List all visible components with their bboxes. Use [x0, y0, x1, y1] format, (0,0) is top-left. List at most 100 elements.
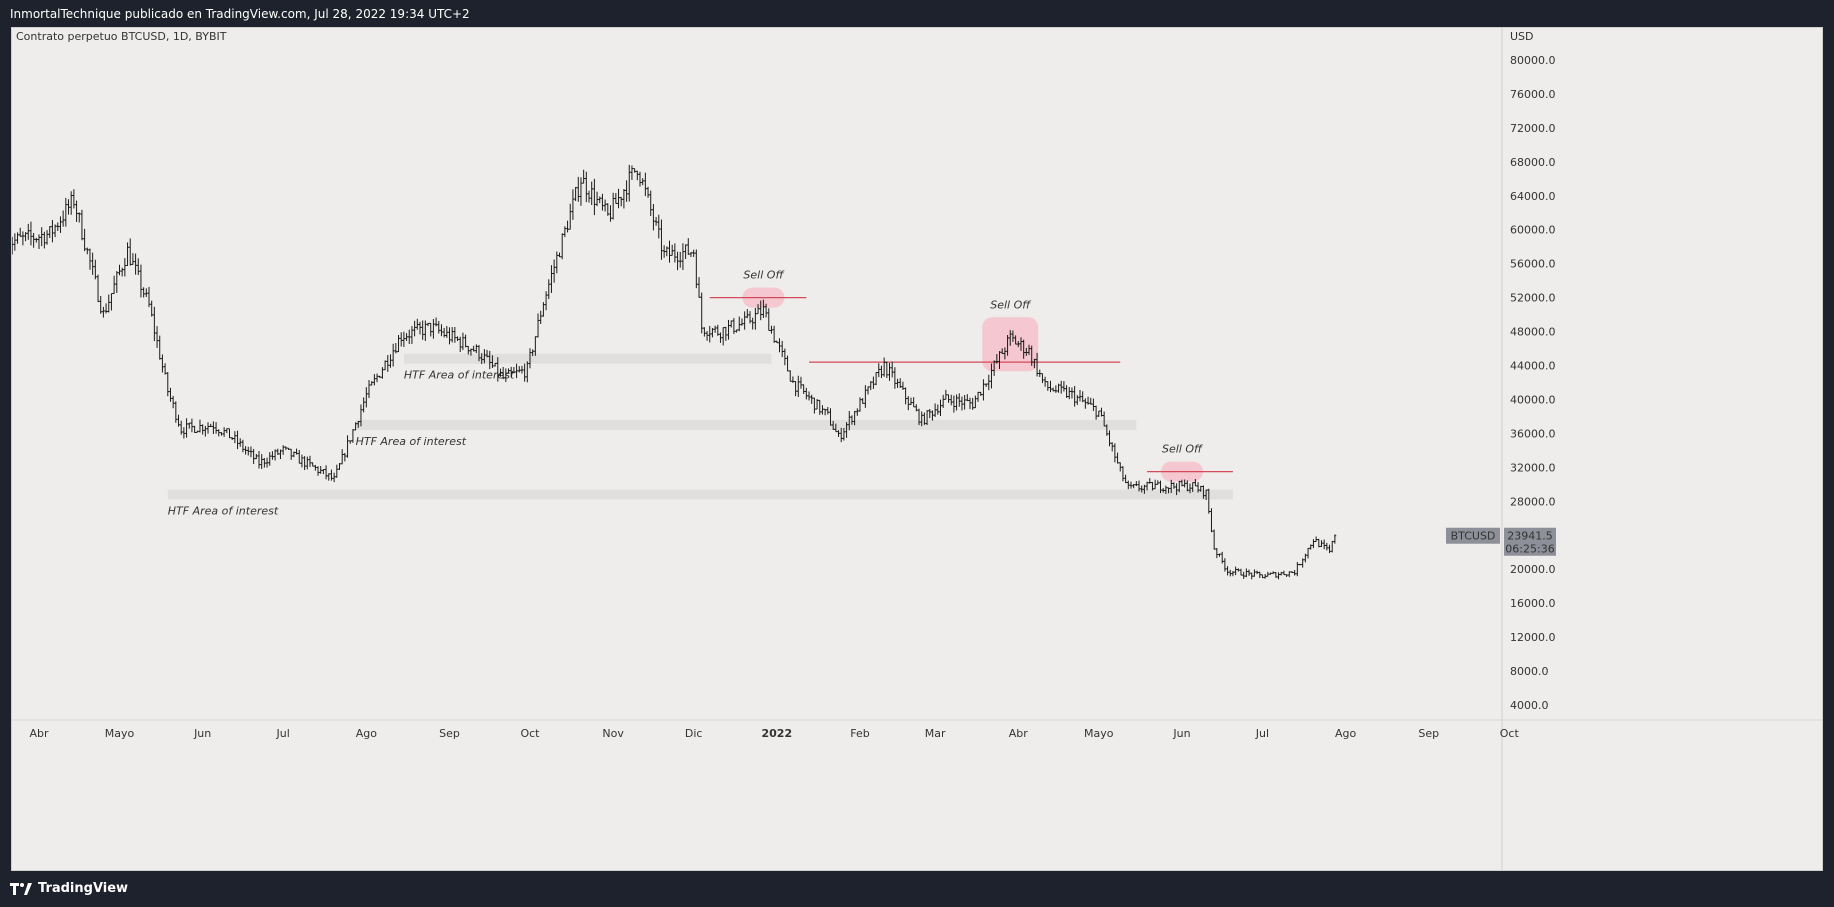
price-bar: [1236, 568, 1240, 572]
price-bar: [507, 368, 510, 374]
y-tick-label: 48000.0: [1510, 326, 1556, 339]
price-bar: [936, 404, 940, 415]
y-tick-label: 8000.0: [1510, 665, 1549, 678]
price-bar: [1046, 381, 1050, 391]
price-bar: [171, 395, 175, 409]
price-bar: [598, 196, 602, 204]
price-bar: [69, 191, 73, 215]
price-bar: [359, 404, 363, 427]
price-bar: [657, 214, 661, 239]
price-bar: [1277, 572, 1280, 580]
price-bar: [949, 394, 953, 406]
price-bar: [254, 453, 258, 460]
price-bar: [751, 317, 755, 330]
price-bar: [1054, 385, 1058, 393]
price-bar: [1196, 482, 1200, 493]
price-bar: [568, 203, 572, 230]
price-bar: [53, 224, 57, 238]
y-tick-label: 44000.0: [1510, 360, 1556, 373]
price-bar: [802, 384, 806, 394]
price-bar: [37, 234, 41, 249]
symbol-badge-text: BTCUSD: [1451, 530, 1496, 543]
price-bar: [464, 334, 467, 348]
price-bar: [1191, 482, 1195, 492]
price-bar: [941, 394, 945, 408]
price-bar: [904, 387, 908, 405]
price-bar: [42, 231, 46, 249]
price-bar: [995, 354, 999, 364]
price-bar: [839, 427, 843, 443]
last-price-text: 23941.5: [1507, 530, 1553, 543]
y-tick-label: 16000.0: [1510, 597, 1556, 610]
price-bar: [869, 381, 873, 391]
price-bar: [488, 350, 492, 370]
price-bar: [952, 395, 956, 413]
price-bar: [676, 251, 679, 271]
x-tick-label: Jun: [1172, 727, 1190, 740]
price-bar: [821, 405, 824, 415]
price-bar: [880, 365, 883, 379]
y-tick-label: 64000.0: [1510, 190, 1556, 203]
price-bar: [1269, 572, 1272, 575]
price-bar: [1110, 442, 1114, 452]
htf-zone-2: [167, 489, 1233, 500]
price-bar: [536, 313, 540, 338]
chart-panel[interactable]: Contrato perpetuo BTCUSD, 1D, BYBIT HTF A…: [11, 27, 1823, 871]
price-scale[interactable]: [1502, 28, 1822, 870]
price-bar: [448, 327, 451, 345]
price-bar: [727, 319, 730, 340]
price-bar: [238, 438, 242, 447]
price-bar: [1089, 397, 1093, 405]
price-bar: [1261, 574, 1264, 579]
price-bar: [343, 452, 347, 462]
price-bar: [134, 253, 137, 275]
price-bar: [960, 396, 964, 411]
price-bar: [1218, 553, 1221, 557]
tradingview-brand[interactable]: TradingView: [10, 881, 128, 896]
price-bar: [571, 189, 575, 220]
price-bar: [1207, 488, 1211, 514]
price-bar: [351, 429, 355, 443]
price-bar: [603, 199, 607, 212]
price-bar: [99, 296, 103, 314]
price-bar: [708, 325, 712, 343]
price-bar: [635, 170, 639, 181]
price-bar: [1210, 508, 1213, 533]
price-bar: [236, 430, 239, 450]
y-tick-label: 20000.0: [1510, 563, 1556, 576]
price-bar: [965, 394, 969, 402]
price-bar: [796, 375, 800, 397]
price-bar: [1290, 571, 1294, 574]
price-bar: [402, 331, 406, 347]
price-bar: [866, 386, 870, 395]
price-bar: [558, 252, 561, 258]
price-bar: [845, 422, 848, 438]
price-bar: [453, 327, 457, 343]
plot-area[interactable]: [12, 28, 1502, 870]
price-bar: [1239, 568, 1243, 576]
price-bar: [225, 428, 229, 434]
price-bar: [1102, 411, 1106, 427]
price-bar: [21, 231, 25, 246]
price-bar: [174, 401, 178, 423]
price-bar: [308, 455, 312, 467]
price-bar: [434, 317, 438, 327]
price-bar: [533, 336, 537, 356]
price-bar: [179, 420, 183, 435]
last-price-badge: [1504, 527, 1556, 556]
price-bar: [1027, 344, 1031, 355]
price-bar: [842, 428, 846, 441]
price-bar: [354, 422, 357, 431]
price-bar: [955, 394, 958, 411]
price-bar: [96, 274, 100, 303]
price-bar: [423, 320, 427, 341]
price-bar: [539, 310, 543, 324]
x-tick-label: Abr: [29, 727, 49, 740]
price-bar: [12, 236, 14, 255]
price-chart[interactable]: Contrato perpetuo BTCUSD, 1D, BYBIT HTF A…: [12, 28, 1822, 870]
price-bar: [550, 265, 553, 293]
price-bar: [1250, 572, 1254, 580]
price-bar: [1008, 330, 1012, 346]
price-bar: [34, 237, 38, 243]
price-bar: [477, 344, 481, 362]
